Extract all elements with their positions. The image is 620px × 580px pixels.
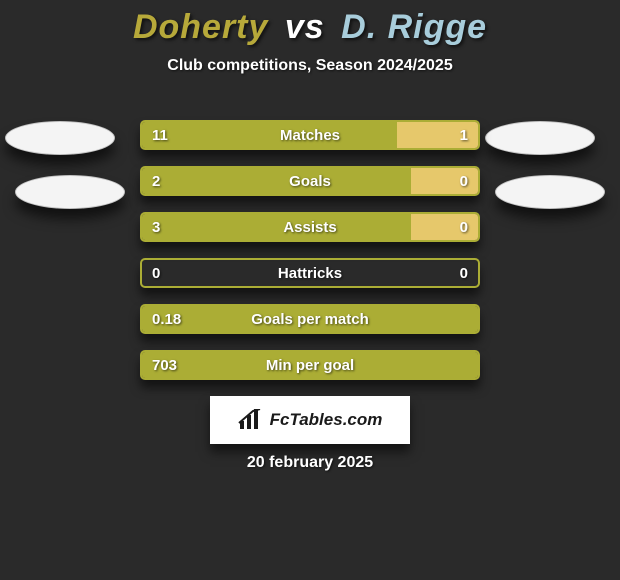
logo-text: FcTables.com [270, 410, 383, 430]
comparison-bars: 111Matches20Goals30Assists00Hattricks0.1… [140, 120, 480, 396]
profile-disc [480, 108, 600, 168]
row-value-left: 0.18 [142, 306, 191, 332]
row-value-left: 0 [142, 260, 170, 286]
row-value-left: 3 [142, 214, 170, 240]
row-value-left: 11 [142, 122, 178, 148]
subtitle: Club competitions, Season 2024/2025 [0, 57, 620, 75]
row-value-left: 2 [142, 168, 170, 194]
profile-disc [10, 162, 130, 222]
logo-box: FcTables.com [210, 396, 410, 444]
title-player1: Doherty [133, 8, 268, 46]
row-value-left: 703 [142, 352, 187, 378]
title-player2: D. Rigge [341, 8, 487, 46]
row-value-right: 0 [450, 214, 478, 240]
row-value-right: 1 [450, 122, 478, 148]
comparison-row: 0 0Hattricks [140, 258, 480, 288]
comparison-row: 0.18Goals per match [140, 304, 480, 334]
date: 20 february 2025 [0, 454, 620, 472]
comparison-row: 703Min per goal [140, 350, 480, 380]
comparison-row: 20Goals [140, 166, 480, 196]
comparison-row: 111Matches [140, 120, 480, 150]
comparison-row: 30Assists [140, 212, 480, 242]
title-vs: vs [285, 8, 325, 46]
title: Doherty vs D. Rigge [0, 0, 620, 47]
row-value-right: 0 [450, 260, 478, 286]
profile-disc [490, 162, 610, 222]
profile-disc [0, 108, 120, 168]
row-label: Hattricks [142, 260, 478, 286]
row-value-right: 0 [450, 168, 478, 194]
bars-icon [238, 409, 264, 431]
